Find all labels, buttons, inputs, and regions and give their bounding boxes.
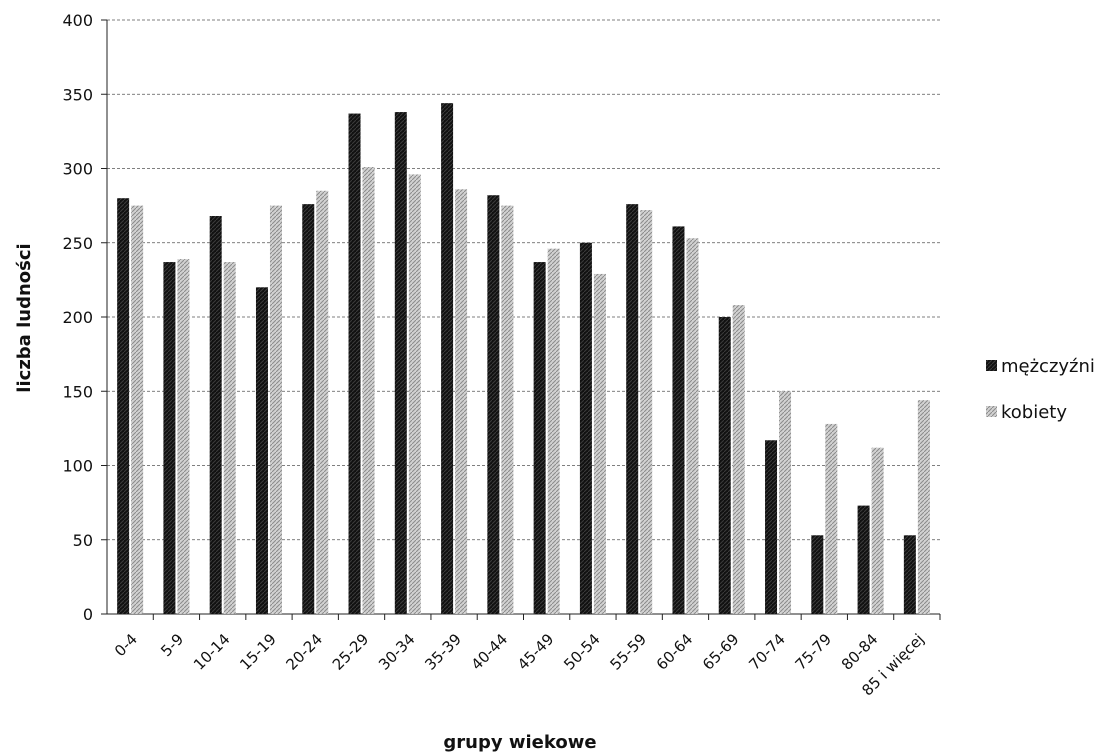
y-tick-label: 0 — [83, 605, 93, 624]
y-axis-title: liczba ludności — [14, 243, 35, 392]
bar-women — [686, 238, 699, 615]
legend-swatch-men — [986, 360, 997, 371]
bar-men — [811, 535, 824, 614]
x-tick-label: 35-39 — [421, 630, 465, 674]
axes — [101, 19, 941, 620]
bar-men — [209, 216, 222, 614]
bar-men — [487, 195, 500, 615]
bar-women — [362, 167, 375, 614]
bar-men — [626, 204, 639, 614]
x-tick-label: 70-74 — [745, 630, 789, 674]
bar-men — [302, 204, 315, 614]
bar-women — [455, 189, 468, 615]
y-tick-label: 200 — [62, 308, 93, 327]
x-axis-title: grupy wiekowe — [443, 732, 596, 753]
bar-men — [117, 198, 130, 614]
y-tick-label: 350 — [62, 85, 93, 104]
x-tick-label: 0-4 — [111, 630, 141, 660]
bar-women — [593, 273, 606, 614]
bar-women — [917, 400, 930, 614]
y-tick-labels: 0 50 100 150 200 250 300 350 400 — [62, 11, 93, 624]
bar-men — [718, 317, 731, 614]
y-tick-label: 150 — [62, 382, 93, 401]
x-tick-label: 80-84 — [838, 630, 882, 674]
bar-men — [533, 262, 546, 614]
bar-women — [640, 210, 653, 614]
bar-men — [394, 112, 407, 614]
gridlines — [107, 19, 940, 541]
bar-men — [579, 242, 592, 614]
y-tick-label: 250 — [62, 234, 93, 253]
bar-men — [765, 440, 778, 614]
x-tick-label: 10-14 — [190, 630, 234, 674]
bar-women — [223, 262, 236, 614]
legend: mężczyźni kobiety — [986, 356, 1095, 423]
legend-label-women: kobiety — [1001, 402, 1067, 423]
legend-swatch-women — [986, 406, 997, 417]
x-tick-label: 60-64 — [653, 630, 697, 674]
bar-men — [348, 113, 361, 615]
bar-men — [903, 535, 916, 614]
y-tick-label: 50 — [73, 531, 93, 550]
bar-women — [408, 174, 421, 614]
bars — [117, 103, 930, 615]
bar-women — [732, 305, 745, 614]
x-tick-label: 75-79 — [792, 630, 836, 674]
bar-women — [871, 447, 884, 614]
bar-women — [269, 205, 282, 614]
bar-women — [316, 190, 329, 614]
x-tick-label: 45-49 — [514, 630, 558, 674]
x-tick-label: 30-34 — [375, 630, 419, 674]
bar-men — [857, 505, 870, 614]
x-tick-labels: 0-4 5-9 10-14 15-19 20-24 25-29 30-34 35-39 40-4… — [111, 630, 928, 699]
x-tick-label: 15-19 — [236, 630, 280, 674]
y-tick-label: 100 — [62, 457, 93, 476]
bar-men — [441, 103, 454, 614]
x-tick-label: 40-44 — [468, 630, 512, 674]
bar-men — [255, 287, 268, 614]
x-tick-label: 55-59 — [606, 630, 650, 674]
bar-women — [131, 205, 144, 614]
y-tick-label: 300 — [62, 160, 93, 179]
legend-label-men: mężczyźni — [1001, 356, 1095, 377]
bar-women — [177, 259, 190, 614]
bar-women — [779, 391, 792, 614]
bar-men — [163, 262, 176, 614]
x-tick-label: 65-69 — [699, 630, 743, 674]
y-tick-label: 400 — [62, 11, 93, 30]
bar-women — [547, 248, 560, 614]
bar-women — [825, 423, 838, 614]
bar-men — [672, 226, 685, 615]
x-tick-label: 5-9 — [157, 630, 187, 660]
bar-women — [501, 205, 514, 614]
x-tick-label: 50-54 — [560, 630, 604, 674]
x-tick-label: 25-29 — [329, 630, 373, 674]
x-tick-label: 20-24 — [283, 630, 327, 674]
